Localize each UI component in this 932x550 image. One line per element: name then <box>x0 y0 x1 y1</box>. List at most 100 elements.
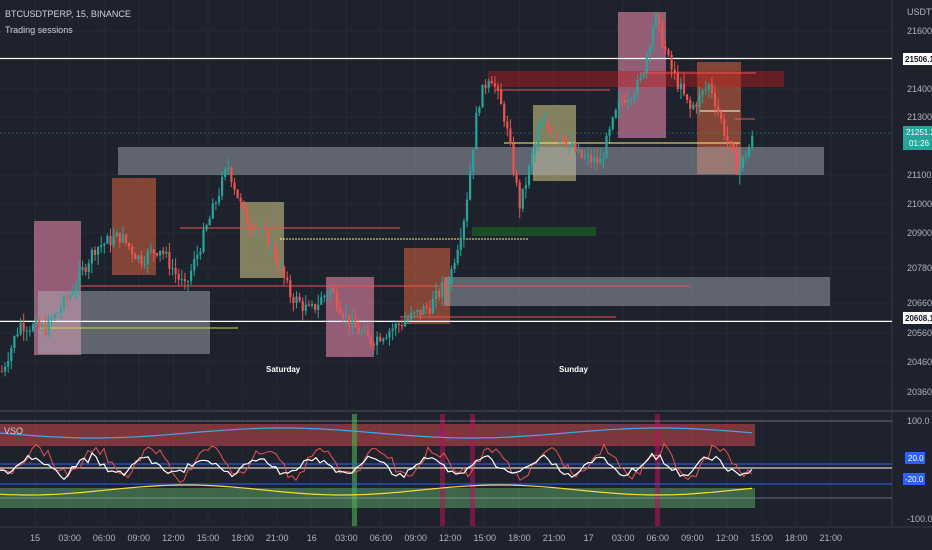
candle-body <box>413 312 416 314</box>
candle-body <box>744 156 748 158</box>
candle-body <box>475 112 478 150</box>
candle-body <box>558 135 562 137</box>
candle-body <box>648 46 651 55</box>
candle-body <box>53 313 56 319</box>
candle-body <box>221 176 224 196</box>
x-tick-label: 16 <box>307 533 317 543</box>
candlesticks <box>0 12 754 377</box>
svg-text:20608.1: 20608.1 <box>905 314 932 323</box>
candle-body <box>202 229 205 252</box>
upper-level-tag: 21506.1 <box>903 53 932 65</box>
price-axis[interactable]: 21600.0 21400.0 21300.0 21100.0 21000.0 20900… <box>907 26 932 524</box>
candle-body <box>10 347 13 361</box>
candle-body <box>679 83 682 90</box>
candle-body <box>465 199 469 221</box>
candle-body <box>574 142 577 152</box>
candle-body <box>357 327 360 334</box>
y-tick-label: 20780.0 <box>907 263 932 273</box>
candle-body <box>320 297 323 305</box>
candle-body <box>261 228 264 232</box>
candle-body <box>707 84 710 90</box>
x-tick-label: 06:00 <box>647 533 670 543</box>
candle-body <box>196 254 199 260</box>
candle-body <box>0 371 4 373</box>
candle-body <box>25 330 28 332</box>
candle-body <box>642 72 645 78</box>
candle-body <box>199 251 202 255</box>
candle-body <box>227 167 230 170</box>
x-tick-label: 18:00 <box>785 533 808 543</box>
candle-body <box>589 154 593 163</box>
candle-body <box>193 259 196 271</box>
candle-body <box>686 94 689 100</box>
candle-body <box>103 243 106 246</box>
oscillator-lines <box>0 414 892 526</box>
candle-body <box>354 318 357 328</box>
candle-body <box>534 143 537 155</box>
candle-body <box>407 319 410 322</box>
candle-body <box>109 236 112 246</box>
candle-body <box>456 249 459 264</box>
y-tick-label: 20560.0 <box>907 328 932 338</box>
candle-body <box>620 99 624 101</box>
candle-body <box>134 254 137 260</box>
candle-body <box>301 301 304 311</box>
svg-text:21251.2: 21251.2 <box>906 128 932 137</box>
osc-slow-line <box>0 452 753 481</box>
candle-body <box>360 332 363 334</box>
candle-body <box>583 156 586 158</box>
candle-body <box>599 158 602 164</box>
candle-body <box>391 328 394 332</box>
price-pane[interactable] <box>0 0 892 410</box>
candle-body <box>673 69 676 73</box>
candle-body <box>713 93 717 107</box>
candle-body <box>100 245 103 248</box>
candle-body <box>224 169 227 177</box>
candle-body <box>177 273 180 280</box>
candle-body <box>239 197 242 202</box>
candle-body <box>518 182 521 209</box>
candle-body <box>97 247 100 255</box>
candle-body <box>586 154 589 157</box>
x-tick-label: 06:00 <box>370 533 393 543</box>
candle-body <box>627 99 630 103</box>
candle-body <box>317 304 320 310</box>
candle-body <box>617 99 620 110</box>
candle-body <box>230 167 233 183</box>
session-box <box>697 62 741 174</box>
candle-body <box>264 228 267 232</box>
overbought-zone <box>0 424 755 446</box>
candle-body <box>509 128 512 144</box>
candle-body <box>295 296 298 303</box>
candle-body <box>462 220 465 238</box>
candle-body <box>701 90 704 95</box>
candle-body <box>562 135 565 142</box>
candle-body <box>304 304 307 311</box>
y-tick-label: 21600.0 <box>907 26 932 36</box>
time-axis[interactable]: 15 03:00 06:00 09:00 12:00 15:00 18:00 21:00 16 0… <box>30 533 842 543</box>
candle-body <box>425 306 428 309</box>
candle-body <box>124 234 128 244</box>
candle-body <box>496 86 500 91</box>
candle-body <box>577 149 580 152</box>
candle-body <box>332 288 335 293</box>
osc-tick-label: -100.0 <box>907 514 932 524</box>
candle-body <box>692 104 695 109</box>
osc-lower-trend <box>0 484 753 496</box>
lower-band-tag: -20.0 <box>903 473 925 485</box>
candle-body <box>351 318 354 328</box>
candle-body <box>66 296 69 299</box>
candle-body <box>552 134 555 136</box>
x-tick-label: 21:00 <box>266 533 289 543</box>
candle-body <box>667 49 670 55</box>
vso-legend: VSO <box>4 426 23 436</box>
candle-body <box>16 334 19 337</box>
candle-body <box>369 336 372 345</box>
indicator-legend-sessions: Trading sessions <box>5 25 73 35</box>
candle-body <box>695 104 698 107</box>
day-label-saturday: Saturday <box>266 365 301 374</box>
y-tick-label: 21000.0 <box>907 199 932 209</box>
x-tick-label: 09:00 <box>404 533 427 543</box>
x-tick-label: 03:00 <box>335 533 358 543</box>
